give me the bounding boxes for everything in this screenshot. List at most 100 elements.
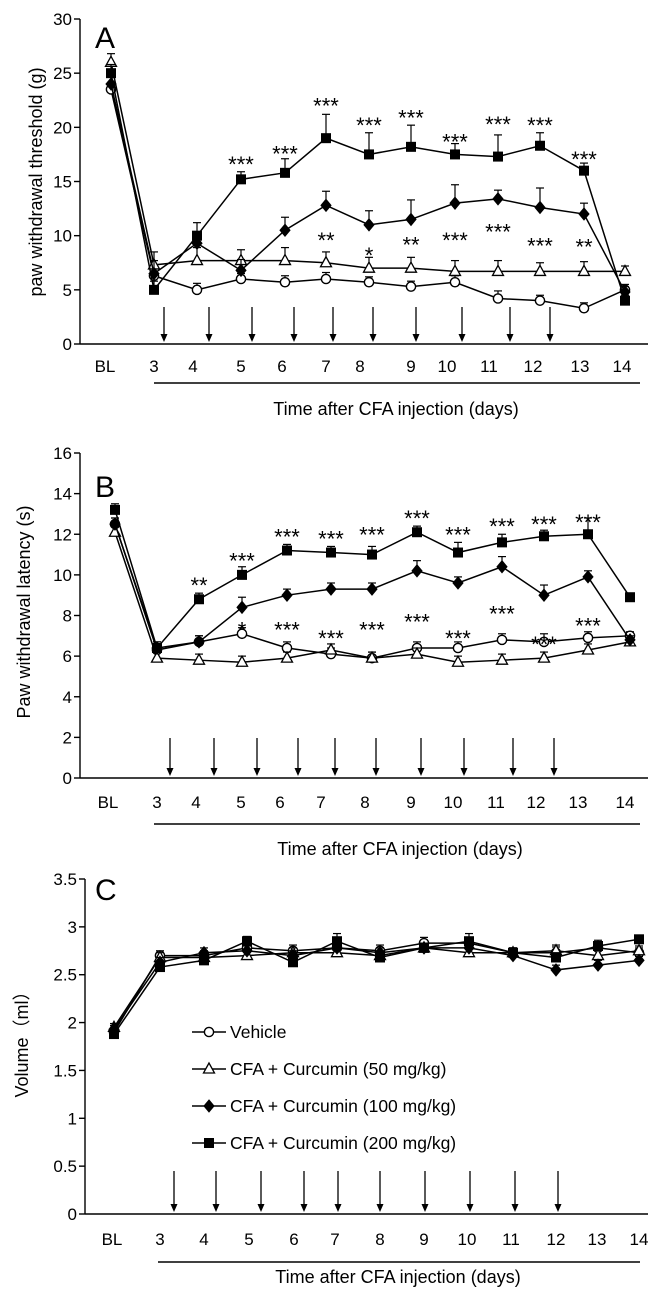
series (109, 932, 644, 1040)
significance-mark: *** (228, 152, 254, 177)
data-point (508, 947, 518, 958)
y-tick-label: 30 (53, 10, 72, 29)
y-axis-label-b: Paw withdrawal latency (s) (14, 505, 34, 718)
significance-mark: *** (527, 113, 553, 138)
significance-mark: ** (317, 228, 335, 253)
data-point (405, 281, 417, 292)
x-tick-label: 14 (613, 357, 632, 376)
data-point (551, 952, 561, 963)
y-tick-label: 5 (63, 281, 72, 300)
x-tick-label: 7 (316, 793, 325, 812)
legend-label: CFA + Curcumin (50 mg/kg) (230, 1059, 446, 1079)
data-point (625, 592, 635, 603)
data-point (537, 650, 551, 663)
significance-mark: *** (489, 601, 515, 626)
data-point (582, 632, 594, 644)
data-point (362, 260, 376, 273)
x-tick-label: 4 (199, 1230, 208, 1249)
x-tick-label: 12 (524, 357, 543, 376)
x-tick-label: 6 (277, 357, 286, 376)
significance-mark: *** (445, 626, 471, 651)
data-point (578, 207, 590, 221)
significance-mark: ** (190, 573, 208, 598)
data-point (406, 141, 416, 152)
legend-label: CFA + Curcumin (100 mg/kg) (230, 1096, 456, 1116)
data-point (634, 934, 644, 945)
data-point (150, 650, 164, 663)
data-point (452, 576, 464, 590)
series (106, 63, 630, 306)
data-point (199, 955, 209, 966)
significance-mark: *** (575, 510, 601, 535)
data-point (538, 588, 550, 602)
significance-mark: *** (442, 129, 468, 154)
dose-arrow (458, 307, 466, 342)
significance-mark: *** (274, 524, 300, 549)
data-point (581, 642, 595, 655)
x-tick-label: 13 (569, 793, 588, 812)
y-tick-label: 6 (63, 647, 72, 666)
significance-mark: *** (274, 618, 300, 643)
x-tick-label: 3 (149, 357, 158, 376)
x-tick-label: 6 (275, 793, 284, 812)
significance-mark: *** (485, 219, 511, 244)
series (105, 74, 631, 299)
data-point (281, 588, 293, 602)
data-point (324, 642, 338, 655)
x-tick-label: 7 (321, 357, 330, 376)
y-tick-label: 2 (63, 728, 72, 747)
data-point (450, 149, 460, 160)
panel-letter-a: A (95, 22, 115, 55)
data-point (152, 643, 162, 653)
x-tick-label: 14 (616, 793, 635, 812)
data-point (583, 529, 593, 540)
data-point (278, 253, 292, 266)
x-axis-title-c: Time after CFA injection (days) (275, 1267, 520, 1287)
x-tick-label: BL (102, 1230, 123, 1249)
dose-arrow (210, 738, 218, 776)
legend-label: CFA + Curcumin (200 mg/kg) (230, 1133, 456, 1153)
data-point (236, 628, 248, 640)
x-tick-label: 9 (406, 357, 415, 376)
legend-marker (203, 1026, 215, 1038)
data-point (495, 652, 509, 665)
data-point (192, 230, 202, 241)
data-point (578, 302, 590, 314)
data-point (190, 253, 204, 266)
y-tick-label: 1.5 (53, 1061, 77, 1080)
significance-mark: *** (398, 106, 424, 131)
panel-b: B Paw withdrawal latency (s) Time after … (14, 444, 648, 859)
significance-mark: *** (404, 506, 430, 531)
data-point (404, 260, 418, 273)
y-tick-label: 15 (53, 173, 72, 192)
significance-mark: *** (575, 614, 601, 639)
data-point (592, 958, 604, 972)
x-tick-label: 6 (289, 1230, 298, 1249)
y-axis-label-c: Volume（ml） (12, 982, 32, 1097)
data-point (419, 942, 429, 953)
data-point (538, 636, 550, 648)
dose-arrow (160, 307, 168, 342)
data-point (332, 936, 342, 947)
dose-arrow (166, 738, 174, 776)
x-tick-label: 4 (191, 793, 200, 812)
significance-mark: ** (575, 235, 593, 260)
x-tick-label: 11 (487, 793, 505, 812)
y-tick-label: 10 (53, 227, 72, 246)
data-point (282, 545, 292, 556)
legend-marker (202, 1061, 216, 1074)
legend-marker (204, 1138, 214, 1148)
dose-arrow (421, 1171, 429, 1212)
significance-mark: *** (359, 522, 385, 547)
data-point (237, 569, 247, 580)
y-tick-label: 20 (53, 118, 72, 137)
dose-arrow (205, 307, 213, 342)
data-point (325, 582, 337, 596)
data-point (535, 140, 545, 151)
data-point (449, 276, 461, 288)
significance-mark: *** (531, 632, 557, 657)
data-point (593, 941, 603, 951)
y-tick-label: 0.5 (53, 1157, 77, 1176)
dose-arrow (300, 1171, 308, 1212)
data-point (624, 633, 636, 647)
